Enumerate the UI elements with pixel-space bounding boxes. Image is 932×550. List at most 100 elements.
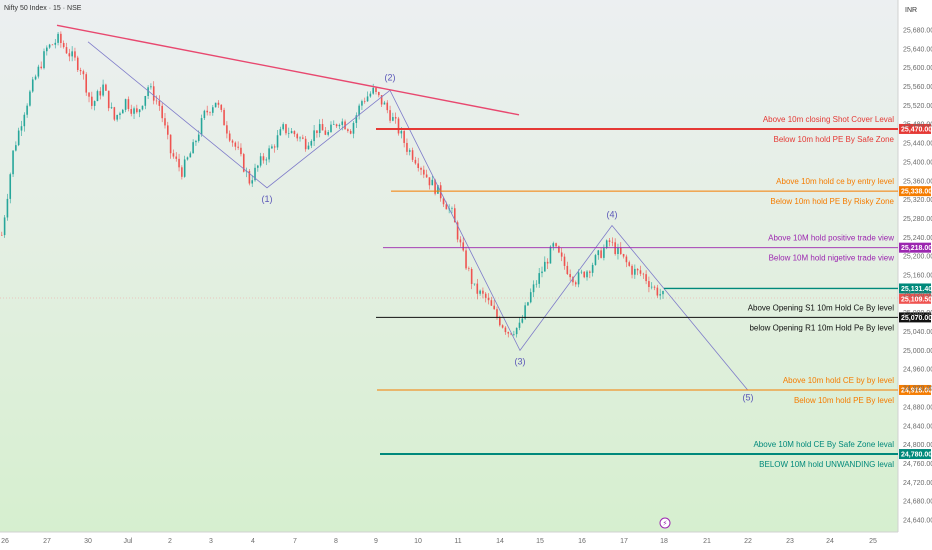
time-tick-label: 23: [786, 538, 794, 545]
resistance-trendline[interactable]: [56, 24, 520, 116]
candle-body: [586, 271, 588, 278]
candle-body: [335, 124, 338, 127]
levels-layer: Above 10m closing Shot Cover Leval Below …: [376, 115, 932, 469]
level-label-above: Above 10m hold ce by entry level: [776, 177, 894, 186]
candle-body: [349, 130, 352, 134]
candle-body: [251, 180, 254, 184]
candle-body: [197, 134, 200, 141]
candle-body: [383, 102, 386, 105]
candle-body: [628, 262, 631, 266]
price-tick-label: 25,360.00: [903, 178, 932, 185]
candle-body: [510, 333, 512, 335]
candle-body: [76, 57, 79, 70]
candle-body: [172, 153, 175, 157]
price-tick-label: 25,640.00: [903, 46, 932, 53]
candle-body: [268, 148, 270, 160]
price-tag-box: [899, 242, 931, 253]
candle-body: [150, 86, 152, 88]
candle-body: [121, 109, 124, 114]
candle-body: [619, 247, 622, 254]
candle-body: [363, 101, 366, 102]
plot-background: [0, 0, 898, 532]
candle-body: [527, 302, 529, 306]
price-tag-label: 25,070.00: [901, 315, 932, 322]
candle-body: [133, 108, 135, 114]
candle-body: [431, 179, 434, 186]
candle-body: [1, 234, 3, 236]
candle-body: [29, 91, 31, 106]
candle-body: [462, 242, 465, 251]
time-tick-label: 7: [293, 538, 297, 545]
price-tick-label: 25,280.00: [903, 216, 932, 223]
time-axis[interactable]: 26 27 30 Jul 2 3 4 7 8 9 10 11 14 15 16 17 18 21 22 23 24 25: [1, 538, 877, 545]
candle-body: [74, 51, 76, 58]
price-tick-label: 25,560.00: [903, 84, 932, 91]
candle-body: [242, 154, 245, 172]
wave-label: (1): [262, 194, 273, 204]
time-axis-background: [0, 532, 932, 550]
candle-body: [169, 134, 172, 154]
candle-body: [262, 156, 265, 161]
candle-body: [175, 156, 178, 159]
candle-body: [195, 140, 197, 143]
level-label-below: Below 10m hold PE By level: [794, 396, 894, 405]
candle-body: [513, 334, 515, 335]
candle-body: [425, 174, 428, 178]
candle-body: [583, 271, 586, 278]
candle-body: [541, 271, 543, 274]
price-tick-label: 24,880.00: [903, 404, 932, 411]
candle-body: [347, 129, 349, 131]
candle-body: [611, 241, 614, 243]
candle-body: [307, 145, 310, 150]
candle-body: [51, 44, 54, 46]
candle-body: [223, 109, 225, 126]
candle-body: [482, 290, 484, 294]
level-label-below: Below 10m hold PE By Safe Zone: [773, 135, 894, 144]
candle-body: [428, 177, 431, 186]
time-tick-label: 3: [209, 538, 213, 545]
candle-body: [569, 274, 571, 278]
price-tick-label: 25,400.00: [903, 159, 932, 166]
candle-body: [650, 286, 653, 288]
candle-body: [403, 131, 405, 143]
candle-body: [493, 305, 495, 310]
time-tick-label: 26: [1, 538, 9, 545]
candle-body: [465, 250, 467, 269]
candle-body: [577, 272, 580, 285]
candle-body: [603, 248, 605, 258]
candle-body: [310, 141, 313, 146]
candle-body: [88, 92, 90, 97]
candle-body: [380, 95, 383, 105]
candle-body: [487, 297, 490, 301]
candle-body: [214, 102, 217, 108]
currency-label[interactable]: INR: [905, 7, 917, 14]
candle-body: [155, 100, 158, 102]
candle-body: [445, 204, 448, 210]
events-icon[interactable]: ⚡: [659, 517, 671, 529]
candle-body: [648, 281, 650, 287]
candle-body: [321, 124, 324, 131]
candle-body: [468, 268, 470, 270]
candle-body: [327, 132, 329, 135]
price-tick-label: 25,600.00: [903, 65, 932, 72]
candle-body: [293, 131, 296, 135]
candle-body: [102, 84, 104, 96]
candle-body: [136, 108, 138, 113]
price-tag-label: 24,916.00: [901, 387, 932, 394]
price-tick-label: 24,760.00: [903, 461, 932, 468]
candle-body: [333, 124, 335, 125]
candle-body: [420, 168, 422, 170]
candle-body: [192, 142, 194, 154]
candle-body: [124, 99, 127, 110]
candle-body: [299, 137, 301, 139]
candle-body: [226, 125, 228, 134]
candle-body: [313, 130, 315, 142]
candle-body: [276, 135, 279, 148]
candle-body: [372, 87, 374, 94]
candle-body: [597, 250, 600, 256]
level-label-above: Above Opening S1 10m Hold Ce By level: [748, 303, 895, 312]
candle-body: [302, 137, 304, 139]
price-axis[interactable]: 25,680.00 25,640.00 25,600.00 25,560.00 25,5…: [903, 28, 932, 525]
candle-body: [158, 100, 161, 106]
